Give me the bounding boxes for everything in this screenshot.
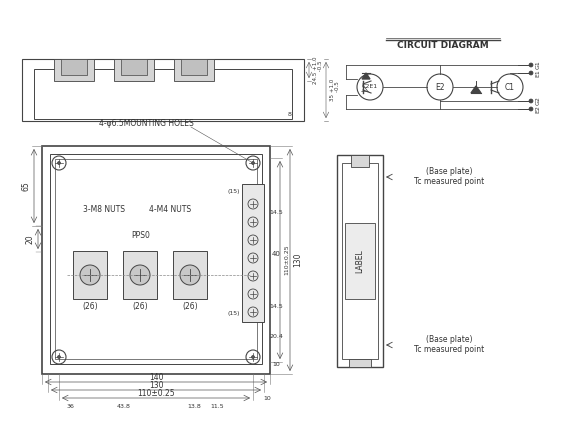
Circle shape <box>529 107 533 111</box>
Circle shape <box>251 356 254 359</box>
Text: (Base plate): (Base plate) <box>426 335 472 344</box>
Bar <box>54 59 94 81</box>
Bar <box>345 223 375 299</box>
Text: 13.8: 13.8 <box>187 404 201 408</box>
Text: LABEL: LABEL <box>355 249 364 273</box>
Circle shape <box>529 63 533 67</box>
Bar <box>181 59 207 75</box>
Bar <box>242 184 264 322</box>
Text: 3-M8 NUTS: 3-M8 NUTS <box>83 205 125 214</box>
Bar <box>22 59 304 121</box>
Text: G1: G1 <box>536 60 541 69</box>
Circle shape <box>529 71 533 75</box>
Bar <box>342 163 378 359</box>
Text: 11.5: 11.5 <box>210 404 224 408</box>
Text: 130: 130 <box>149 381 163 390</box>
Bar <box>351 155 369 167</box>
Text: 40: 40 <box>272 251 280 257</box>
Text: 36: 36 <box>66 404 74 408</box>
Bar <box>121 59 147 75</box>
Text: 4-φ6.5MOUNTING HOLES: 4-φ6.5MOUNTING HOLES <box>99 120 193 129</box>
Bar <box>73 251 107 299</box>
Bar <box>61 59 87 75</box>
Text: C2E1: C2E1 <box>362 85 378 90</box>
Bar <box>349 359 371 367</box>
Circle shape <box>251 161 254 164</box>
Text: 43.8: 43.8 <box>117 404 131 408</box>
Bar <box>173 251 207 299</box>
Text: C1: C1 <box>505 82 515 91</box>
Bar <box>114 59 154 81</box>
Text: 4-M4 NUTS: 4-M4 NUTS <box>149 205 191 214</box>
Text: Tc measured point: Tc measured point <box>414 176 484 185</box>
Text: 65: 65 <box>21 181 31 191</box>
Text: (15): (15) <box>228 311 240 317</box>
Text: 20: 20 <box>25 234 34 244</box>
Text: 24.5 +1.0
     -0.5: 24.5 +1.0 -0.5 <box>312 56 323 84</box>
Text: 14.5: 14.5 <box>269 209 283 214</box>
Polygon shape <box>471 86 481 93</box>
Text: G2: G2 <box>536 97 541 106</box>
Circle shape <box>180 265 200 285</box>
Bar <box>42 146 270 374</box>
Text: E1: E1 <box>536 69 541 77</box>
Circle shape <box>130 265 150 285</box>
Text: E2: E2 <box>536 105 541 113</box>
Bar <box>34 69 292 119</box>
Text: E2: E2 <box>435 82 445 91</box>
Text: 10: 10 <box>263 396 271 401</box>
Text: 110±0.25: 110±0.25 <box>285 245 289 275</box>
Text: (26): (26) <box>132 302 148 311</box>
Circle shape <box>529 99 533 103</box>
Text: 10: 10 <box>272 362 280 366</box>
Circle shape <box>80 265 100 285</box>
Bar <box>55 159 257 359</box>
Text: CIRCUIT DIAGRAM: CIRCUIT DIAGRAM <box>397 40 489 49</box>
Bar <box>174 59 214 81</box>
Text: 35 +1.0
    -0.5: 35 +1.0 -0.5 <box>329 79 340 101</box>
Text: 130: 130 <box>293 253 302 267</box>
Text: 20.4: 20.4 <box>269 333 283 338</box>
Text: (26): (26) <box>182 302 198 311</box>
Text: 8: 8 <box>288 112 292 118</box>
Text: 110±0.25: 110±0.25 <box>137 389 175 398</box>
Text: (Base plate): (Base plate) <box>426 166 472 175</box>
Text: (15): (15) <box>228 190 240 194</box>
Bar <box>123 251 157 299</box>
Text: 14.5: 14.5 <box>269 303 283 308</box>
Text: (26): (26) <box>82 302 98 311</box>
Bar <box>337 155 383 367</box>
Text: 140: 140 <box>149 372 163 381</box>
Circle shape <box>58 356 60 359</box>
Text: Tc measured point: Tc measured point <box>414 344 484 353</box>
Polygon shape <box>362 73 370 79</box>
Bar <box>50 154 262 364</box>
Circle shape <box>58 161 60 164</box>
Text: PPS0: PPS0 <box>132 230 150 239</box>
